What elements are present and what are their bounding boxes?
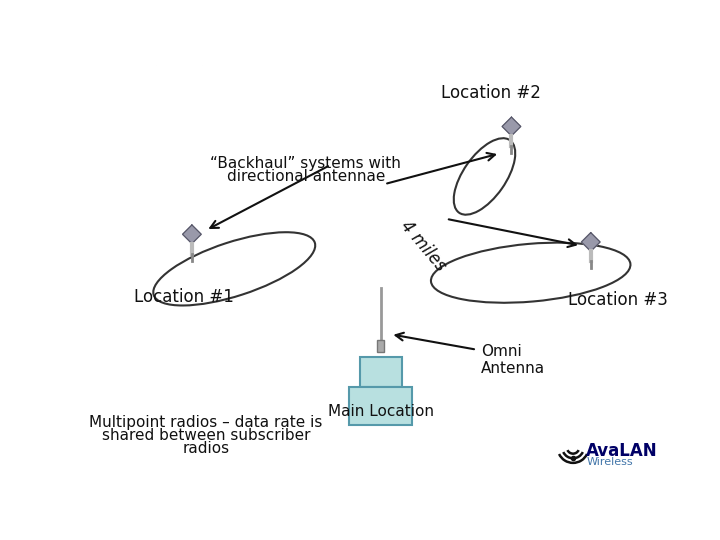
Ellipse shape: [454, 138, 516, 215]
Bar: [349, 387, 412, 425]
Bar: [377, 340, 384, 352]
Polygon shape: [183, 225, 201, 244]
Text: Location #1: Location #1: [134, 288, 234, 306]
Text: Location #3: Location #3: [567, 291, 667, 309]
Polygon shape: [582, 233, 600, 251]
Text: Wireless: Wireless: [586, 457, 633, 467]
Text: shared between subscriber: shared between subscriber: [102, 428, 310, 443]
Text: Main Location: Main Location: [328, 403, 433, 418]
Text: Omni
Antenna: Omni Antenna: [481, 343, 545, 376]
Text: radios: radios: [182, 441, 230, 456]
Ellipse shape: [153, 232, 315, 306]
Text: AvaLAN: AvaLAN: [586, 442, 658, 460]
Text: 4 miles: 4 miles: [397, 217, 449, 275]
Text: directional antennae: directional antennae: [227, 169, 385, 184]
Ellipse shape: [431, 242, 631, 303]
Bar: [360, 357, 402, 387]
Text: Multipoint radios – data rate is: Multipoint radios – data rate is: [89, 415, 323, 430]
Polygon shape: [502, 117, 521, 136]
Text: “Backhaul” systems with: “Backhaul” systems with: [210, 156, 401, 171]
Text: Location #2: Location #2: [441, 84, 541, 102]
